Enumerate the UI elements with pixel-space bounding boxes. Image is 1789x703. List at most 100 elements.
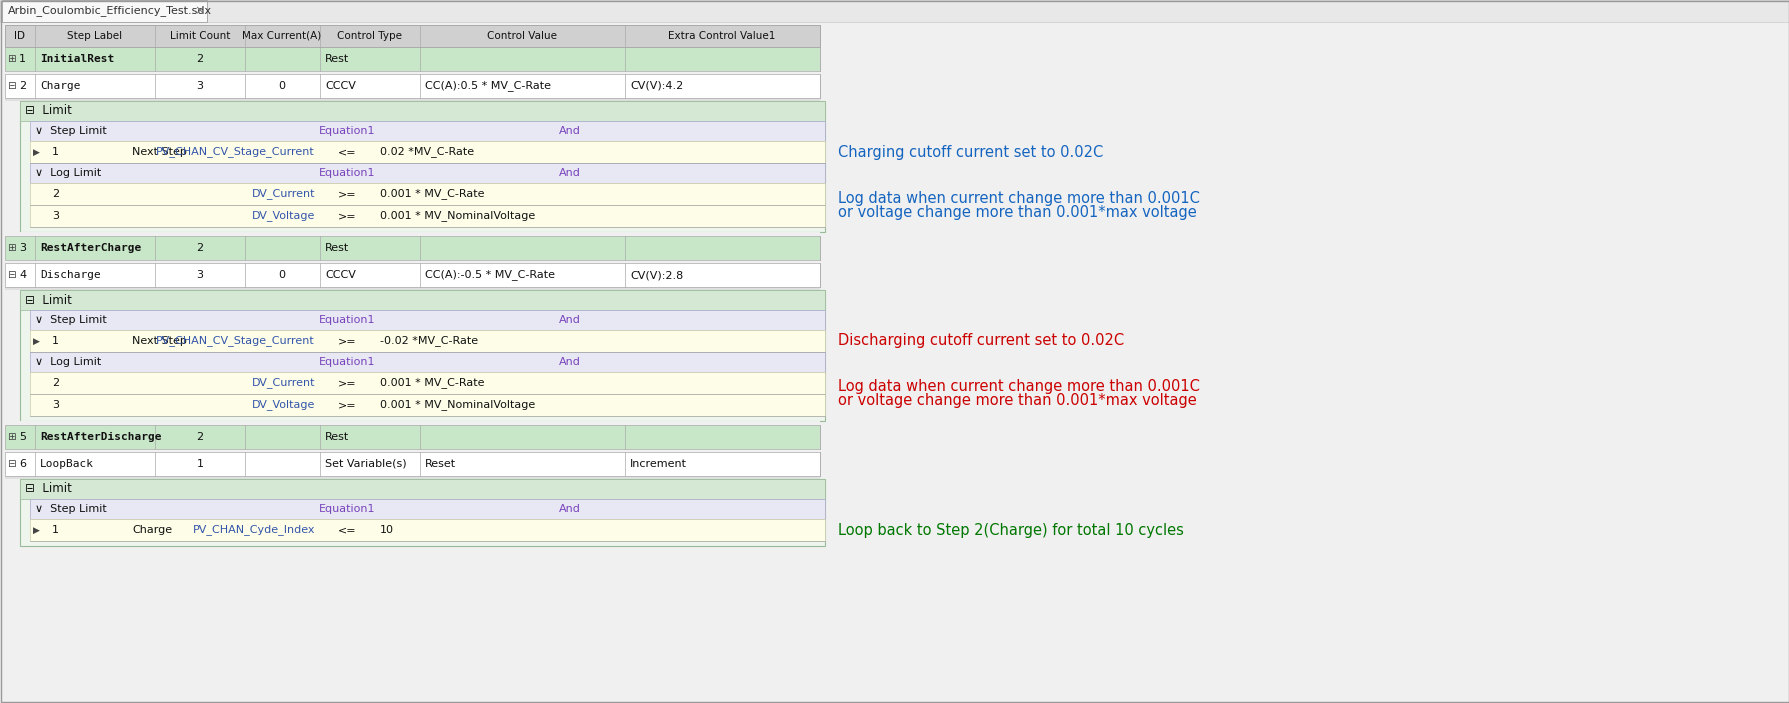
- Text: 10: 10: [379, 525, 394, 535]
- Bar: [30, 310, 825, 330]
- Text: ⊞: ⊞: [7, 432, 16, 442]
- Text: Extra Control Value1: Extra Control Value1: [667, 31, 775, 41]
- Text: >=: >=: [338, 336, 356, 346]
- Text: ⊟  Limit: ⊟ Limit: [25, 293, 72, 307]
- Text: RestAfterCharge: RestAfterCharge: [39, 243, 141, 253]
- Text: Charging cutoff current set to 0.02C: Charging cutoff current set to 0.02C: [837, 145, 1102, 160]
- Bar: [2, 0, 208, 22]
- Text: Discharge: Discharge: [39, 270, 100, 280]
- Text: ∨  Log Limit: ∨ Log Limit: [36, 357, 102, 367]
- Text: 0.001 * MV_C-Rate: 0.001 * MV_C-Rate: [379, 378, 485, 389]
- Text: 3: 3: [52, 400, 59, 410]
- Text: 0.001 * MV_C-Rate: 0.001 * MV_C-Rate: [379, 188, 485, 200]
- Text: 2: 2: [20, 81, 27, 91]
- Bar: [30, 121, 825, 141]
- Bar: [5, 236, 819, 260]
- Bar: [20, 101, 825, 121]
- Text: 6: 6: [20, 459, 27, 469]
- Text: LoopBack: LoopBack: [39, 459, 95, 469]
- Bar: [5, 98, 819, 101]
- Text: PV_CHAN_Cyde_Index: PV_CHAN_Cyde_Index: [193, 524, 315, 536]
- Text: Charge: Charge: [39, 81, 81, 91]
- Text: Equation1: Equation1: [318, 357, 376, 367]
- Bar: [0, 0, 1789, 22]
- Bar: [20, 290, 825, 421]
- Text: And: And: [558, 357, 581, 367]
- Bar: [30, 519, 825, 541]
- Bar: [5, 74, 819, 98]
- Text: 0.001 * MV_NominalVoltage: 0.001 * MV_NominalVoltage: [379, 399, 535, 411]
- Text: 2: 2: [197, 243, 204, 253]
- Bar: [5, 421, 819, 425]
- Text: And: And: [558, 126, 581, 136]
- Text: Next Step: Next Step: [132, 336, 186, 346]
- Text: >=: >=: [338, 189, 356, 199]
- Text: ⊟  Limit: ⊟ Limit: [25, 105, 72, 117]
- Bar: [30, 372, 825, 394]
- Text: CCCV: CCCV: [326, 270, 356, 280]
- Bar: [5, 260, 819, 263]
- Text: And: And: [558, 315, 581, 325]
- Text: Limit Count: Limit Count: [170, 31, 231, 41]
- Text: DV_Current: DV_Current: [252, 378, 315, 389]
- Text: 1: 1: [20, 54, 27, 64]
- Text: 1: 1: [52, 525, 59, 535]
- Text: Arbin_Coulombic_Efficiency_Test.sdx: Arbin_Coulombic_Efficiency_Test.sdx: [7, 6, 213, 16]
- Text: DV_Voltage: DV_Voltage: [252, 399, 315, 411]
- Text: 5: 5: [20, 432, 27, 442]
- Text: CCCV: CCCV: [326, 81, 356, 91]
- Text: >=: >=: [338, 378, 356, 388]
- Text: ⊟: ⊟: [7, 459, 16, 469]
- Text: ⊟: ⊟: [7, 81, 16, 91]
- Text: 1: 1: [52, 147, 59, 157]
- Text: 0.001 * MV_NominalVoltage: 0.001 * MV_NominalVoltage: [379, 210, 535, 221]
- Text: Control Value: Control Value: [487, 31, 556, 41]
- Bar: [20, 290, 825, 310]
- Text: ∨  Step Limit: ∨ Step Limit: [36, 126, 107, 136]
- Bar: [5, 25, 819, 47]
- Text: Increment: Increment: [630, 459, 687, 469]
- Text: or voltage change more than 0.001*max voltage: or voltage change more than 0.001*max vo…: [837, 394, 1197, 408]
- Text: 2: 2: [52, 189, 59, 199]
- Bar: [20, 101, 825, 232]
- Bar: [5, 47, 819, 71]
- Text: 2: 2: [197, 54, 204, 64]
- Text: PV_CHAN_CV_Stage_Current: PV_CHAN_CV_Stage_Current: [156, 335, 315, 347]
- Text: 3: 3: [52, 211, 59, 221]
- Text: CV(V):4.2: CV(V):4.2: [630, 81, 683, 91]
- Text: 0: 0: [279, 270, 284, 280]
- Text: 3: 3: [20, 243, 27, 253]
- Bar: [30, 499, 825, 519]
- Bar: [5, 476, 819, 479]
- Text: Log data when current change more than 0.001C: Log data when current change more than 0…: [837, 191, 1199, 205]
- Text: Rest: Rest: [326, 243, 349, 253]
- Text: Rest: Rest: [326, 54, 349, 64]
- Text: ∨  Step Limit: ∨ Step Limit: [36, 315, 107, 325]
- Text: ⊟  Limit: ⊟ Limit: [25, 482, 72, 496]
- Bar: [30, 205, 825, 227]
- Text: <=: <=: [338, 525, 356, 535]
- Bar: [30, 330, 825, 352]
- Text: Max Current(A): Max Current(A): [242, 31, 322, 41]
- Bar: [30, 183, 825, 205]
- Text: 1: 1: [197, 459, 204, 469]
- Text: Log data when current change more than 0.001C: Log data when current change more than 0…: [837, 380, 1199, 394]
- Text: ⊞: ⊞: [7, 54, 16, 64]
- Bar: [20, 479, 825, 499]
- Text: ▶: ▶: [32, 148, 39, 157]
- Text: ∨  Log Limit: ∨ Log Limit: [36, 168, 102, 178]
- Text: <=: <=: [338, 147, 356, 157]
- Text: 1: 1: [52, 336, 59, 346]
- Text: Loop back to Step 2(Charge) for total 10 cycles: Loop back to Step 2(Charge) for total 10…: [837, 522, 1183, 538]
- Text: ▶: ▶: [32, 337, 39, 345]
- Bar: [5, 232, 819, 236]
- Text: CC(A):0.5 * MV_C-Rate: CC(A):0.5 * MV_C-Rate: [424, 81, 551, 91]
- Text: Equation1: Equation1: [318, 168, 376, 178]
- Text: Discharging cutoff current set to 0.02C: Discharging cutoff current set to 0.02C: [837, 333, 1123, 349]
- Text: CC(A):-0.5 * MV_C-Rate: CC(A):-0.5 * MV_C-Rate: [424, 269, 555, 280]
- Text: Rest: Rest: [326, 432, 349, 442]
- Text: And: And: [558, 504, 581, 514]
- Text: Charge: Charge: [132, 525, 172, 535]
- Bar: [5, 287, 819, 290]
- Text: DV_Current: DV_Current: [252, 188, 315, 200]
